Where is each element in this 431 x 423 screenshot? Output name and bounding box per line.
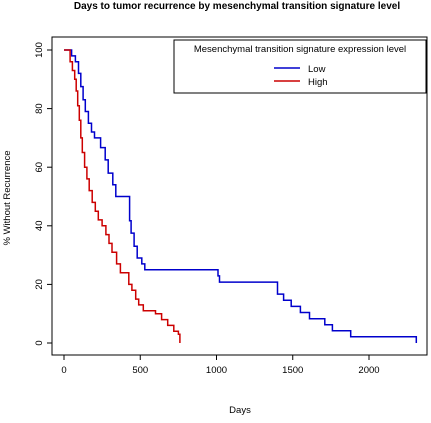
legend-label-high: High xyxy=(308,77,328,88)
plot-area xyxy=(51,36,428,356)
x-tick-label: 0 xyxy=(61,365,66,376)
x-tick-label: 500 xyxy=(132,365,148,376)
series-line-high xyxy=(64,49,181,343)
y-tick-label: 0 xyxy=(34,340,45,345)
legend-title: Mesenchymal transition signature express… xyxy=(194,44,406,55)
x-tick-label: 1000 xyxy=(206,365,227,376)
x-tick-label: 1500 xyxy=(282,365,303,376)
series-line-low xyxy=(64,49,418,343)
y-axis: 0 20 40 60 80 100 xyxy=(34,42,52,346)
legend-box xyxy=(173,39,427,94)
y-tick-label: 100 xyxy=(34,42,45,58)
y-tick-label: 80 xyxy=(34,103,45,114)
x-axis: 0 500 1000 1500 2000 xyxy=(61,355,380,376)
x-axis-label: Days xyxy=(229,405,251,416)
chart-title: Days to tumor recurrence by mesenchymal … xyxy=(74,1,400,12)
y-tick-label: 40 xyxy=(34,221,45,232)
y-tick-label: 20 xyxy=(34,279,45,290)
legend: Mesenchymal transition signature express… xyxy=(173,39,427,94)
y-tick-label: 60 xyxy=(34,162,45,173)
y-axis-label: % Without Recurrence xyxy=(2,150,13,245)
legend-label-low: Low xyxy=(308,64,326,75)
series-group xyxy=(64,49,418,343)
x-tick-label: 2000 xyxy=(358,365,379,376)
